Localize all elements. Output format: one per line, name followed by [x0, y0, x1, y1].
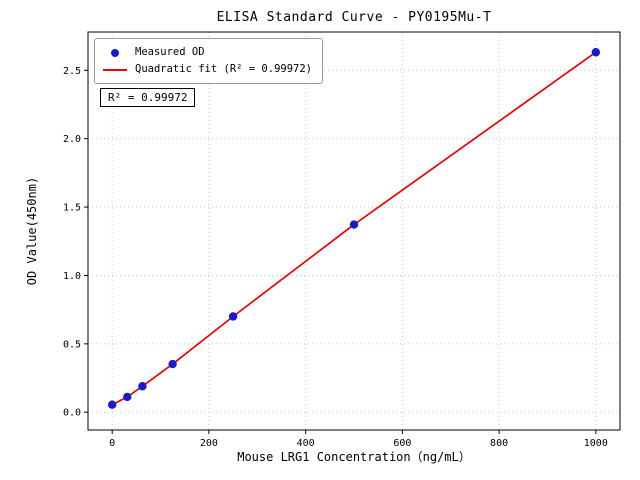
- data-point: [123, 392, 132, 402]
- chart-title: ELISA Standard Curve - PY0195Mu-T: [216, 10, 492, 25]
- data-point: [349, 220, 359, 229]
- data-point: [228, 312, 238, 321]
- data-point: [107, 400, 117, 409]
- y-tick-label: 0.0: [63, 408, 81, 419]
- legend: Measured OD Quadratic fit (R² = 0.99972): [94, 38, 324, 84]
- legend-label-quadratic-fit: Quadratic fit (R² = 0.99972): [135, 63, 313, 75]
- legend-item-quadratic-fit: Quadratic fit (R² = 0.99972): [102, 61, 312, 78]
- data-point: [138, 382, 147, 391]
- x-tick-label: 1000: [584, 438, 608, 449]
- y-tick-label: 2.5: [63, 66, 81, 77]
- x-tick-label: 200: [200, 438, 218, 449]
- x-tick-label: 600: [393, 438, 411, 449]
- fit-line-icon: [102, 68, 128, 71]
- x-tick-label: 800: [490, 438, 508, 449]
- y-tick-label: 1.0: [63, 271, 81, 282]
- axes-border: [87, 31, 621, 431]
- legend-label-measured-od: Measured OD: [135, 46, 205, 58]
- x-axis-label: Mouse LRG1 Concentration（ng/mL）: [237, 450, 471, 464]
- x-tick-label: 400: [297, 438, 315, 449]
- data-point: [591, 48, 601, 57]
- x-tick-label: 0: [109, 438, 115, 449]
- y-axis-label: OD Value(450nm): [25, 176, 39, 286]
- y-tick-label: 0.5: [63, 339, 81, 350]
- y-tick-label: 2.0: [63, 134, 81, 145]
- r-squared-annotation: R² = 0.99972: [100, 88, 196, 107]
- y-tick-label: 1.5: [63, 203, 81, 214]
- legend-item-measured-od: Measured OD: [102, 44, 312, 61]
- measured-od-dot-icon: [102, 48, 128, 57]
- data-point: [168, 359, 177, 369]
